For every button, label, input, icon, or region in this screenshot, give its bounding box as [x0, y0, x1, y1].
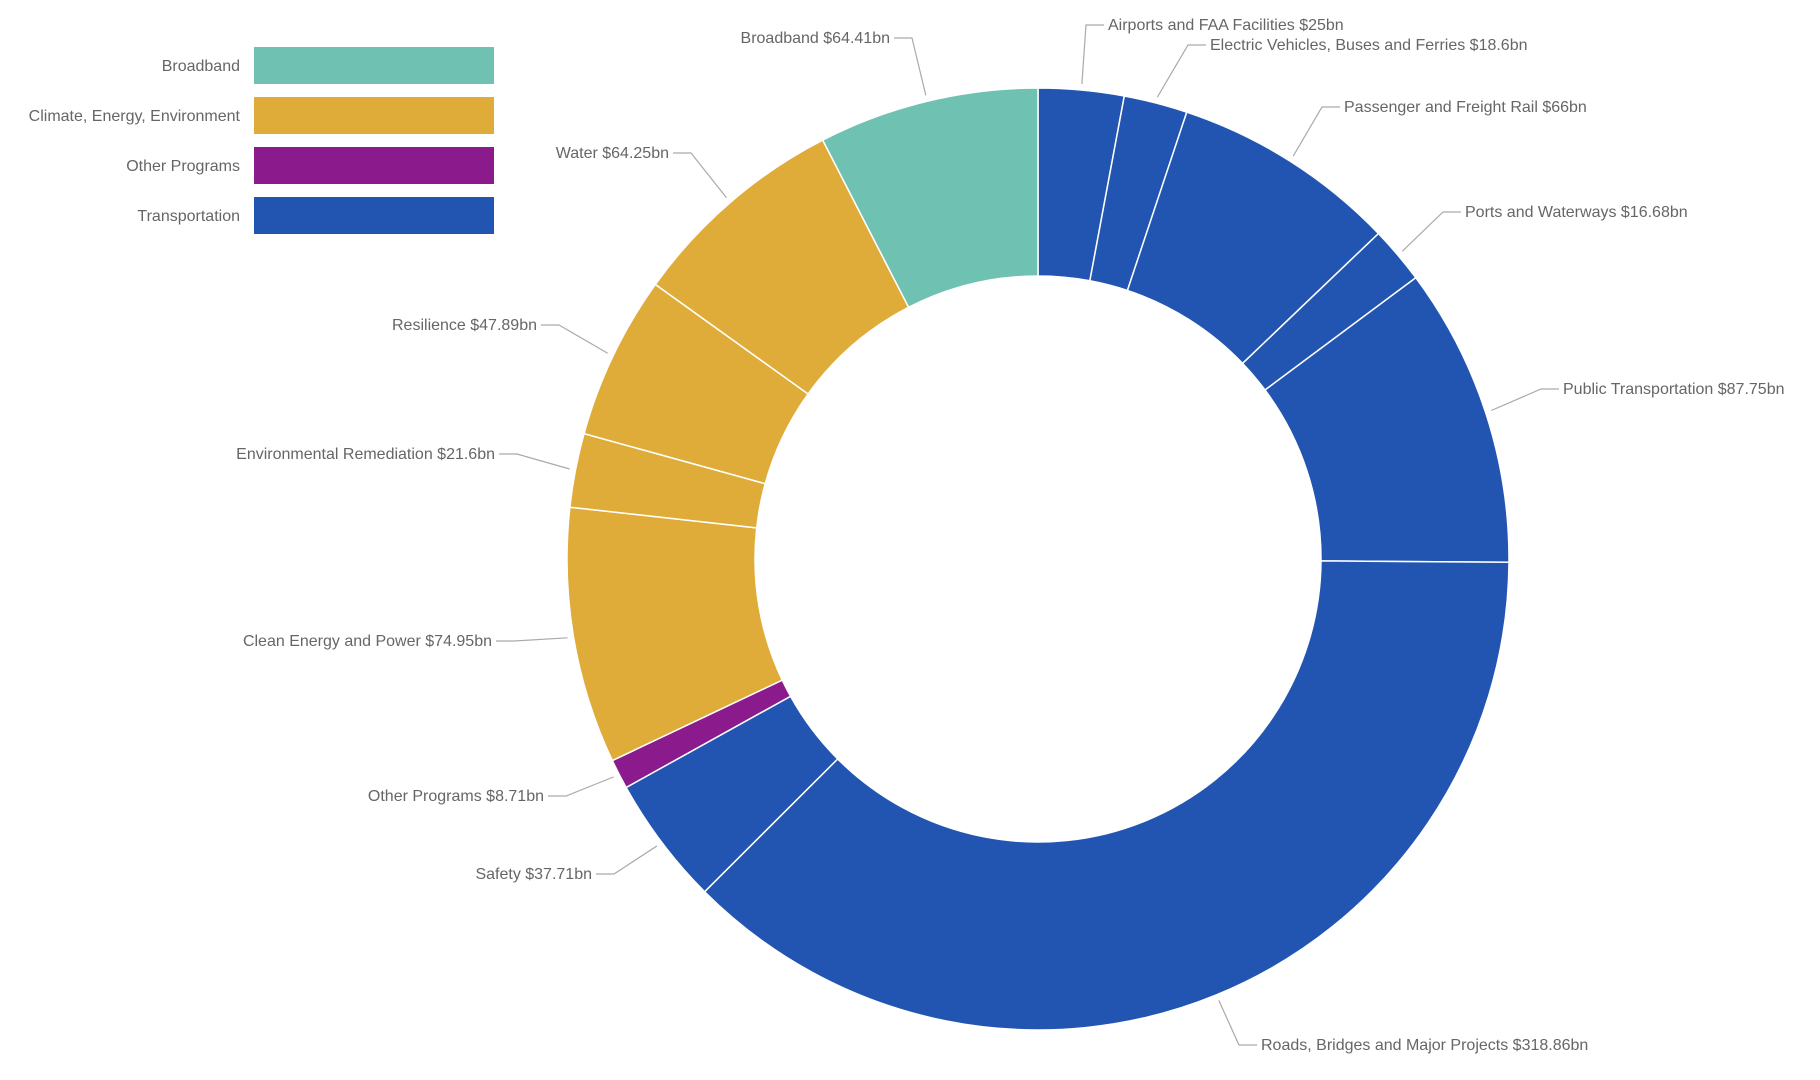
- legend-item[interactable]: Broadband: [162, 47, 494, 84]
- leader-line: [1491, 388, 1559, 412]
- leader-line: [548, 776, 614, 797]
- slice-label: Broadband $64.41bn: [741, 30, 890, 47]
- slice-label: Passenger and Freight Rail $66bn: [1344, 99, 1587, 116]
- legend-label: Climate, Energy, Environment: [29, 108, 241, 125]
- leader-line: [894, 37, 927, 96]
- legend-item[interactable]: Other Programs: [126, 147, 494, 184]
- legend-label: Broadband: [162, 58, 240, 75]
- slice-label: Water $64.25bn: [556, 145, 669, 162]
- legend-item[interactable]: Climate, Energy, Environment: [29, 97, 494, 134]
- legend-item[interactable]: Transportation: [137, 197, 494, 234]
- leader-line: [541, 324, 608, 354]
- leader-line: [496, 637, 568, 642]
- legend-swatch: [254, 197, 494, 234]
- slice-label: Roads, Bridges and Major Projects $318.8…: [1261, 1037, 1588, 1054]
- slice-label: Safety $37.71bn: [475, 866, 592, 883]
- legend: Broadband Climate, Energy, Environment Oth…: [29, 47, 494, 234]
- legend-label: Transportation: [137, 208, 240, 225]
- legend-swatch: [254, 147, 494, 184]
- slice-label: Electric Vehicles, Buses and Ferries $18…: [1210, 37, 1528, 54]
- slice-roads-bridges-and-major-projects[interactable]: [703, 560, 1510, 1031]
- slice-broadband[interactable]: [821, 87, 1039, 309]
- legend-swatch: [254, 47, 494, 84]
- legend-label: Other Programs: [126, 158, 240, 175]
- slice-label: Resilience $47.89bn: [392, 317, 537, 334]
- leader-line: [499, 453, 570, 470]
- slice-label: Environmental Remediation $21.6bn: [236, 446, 495, 463]
- leader-line: [1081, 24, 1104, 85]
- leader-line: [673, 152, 727, 199]
- leader-line: [1156, 44, 1206, 98]
- slice-label: Airports and FAA Facilities $25bn: [1108, 17, 1344, 34]
- leader-line: [596, 845, 658, 875]
- slice-label: Clean Energy and Power $74.95bn: [243, 633, 492, 650]
- slice-label: Ports and Waterways $16.68bn: [1465, 204, 1688, 221]
- leader-line: [1401, 211, 1461, 252]
- leader-line: [1292, 106, 1340, 157]
- slices: [566, 87, 1510, 1031]
- slice-label: Public Transportation $87.75bn: [1563, 381, 1784, 398]
- slice-label: Other Programs $8.71bn: [368, 788, 544, 805]
- leader-line: [1218, 1000, 1257, 1046]
- legend-swatch: [254, 97, 494, 134]
- slice-labels: Airports and FAA Facilities $25bn Electri…: [236, 17, 1784, 1054]
